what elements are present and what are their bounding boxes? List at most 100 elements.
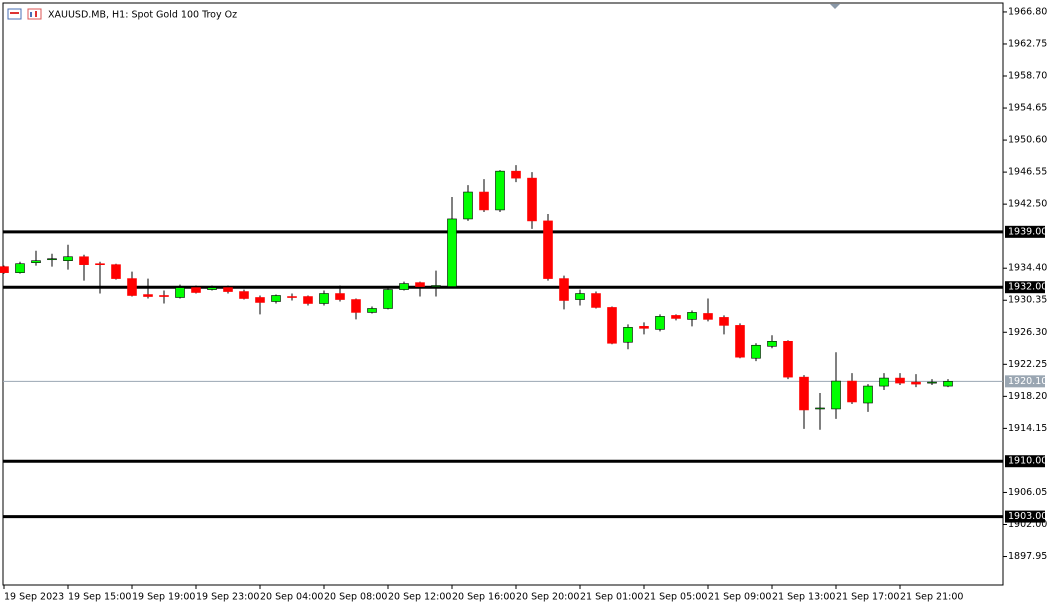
candle-body [655, 316, 665, 330]
y-tick-label: 1930.35 [1008, 295, 1047, 306]
x-tick-label: 19 Sep 2023 [4, 592, 64, 603]
candle-body [703, 313, 713, 320]
y-tick-label: 1962.75 [1008, 38, 1047, 49]
candle-body [687, 312, 697, 320]
candle-body [95, 263, 105, 266]
y-tick-label: 1906.05 [1008, 487, 1047, 498]
candle-body [671, 315, 681, 319]
x-tick-label: 21 Sep 21:00 [900, 592, 963, 603]
level-label: 1910.00 [1008, 456, 1047, 467]
candle-body [527, 177, 537, 222]
candle-body [623, 327, 633, 343]
candle-body [543, 220, 553, 279]
candle-body [591, 293, 601, 308]
y-tick-label: 1926.30 [1008, 327, 1047, 338]
y-tick-label: 1902.00 [1008, 519, 1047, 530]
candle-body [143, 294, 153, 297]
chart-title: XAUUSD.MB, H1: Spot Gold 100 Troy Oz [48, 10, 237, 21]
x-tick-label: 21 Sep 09:00 [708, 592, 771, 603]
y-tick-label: 1966.80 [1008, 6, 1047, 17]
candle-body [767, 341, 777, 347]
level-label-box [1005, 455, 1045, 468]
candle-body [271, 295, 281, 302]
candle-body [751, 344, 761, 359]
toolbar-icons [7, 8, 42, 20]
candle-body [383, 289, 393, 309]
candle-body [511, 170, 521, 179]
candle-body [79, 256, 89, 265]
candle-body [255, 297, 265, 303]
candle-body [847, 380, 857, 403]
candle-body [831, 380, 841, 410]
candle-body [47, 258, 57, 261]
candle-body [719, 317, 729, 326]
y-tick-label: 1958.70 [1008, 71, 1047, 82]
candle-body [463, 191, 473, 220]
candle-body [607, 307, 617, 344]
candle-body [0, 266, 9, 273]
icon [27, 8, 42, 20]
candle-body [815, 407, 825, 410]
candle-body [639, 326, 649, 329]
y-tick-label: 1897.95 [1008, 551, 1047, 562]
y-tick-label: 1914.15 [1008, 423, 1047, 434]
candle-body [431, 285, 441, 287]
candle-body [159, 295, 169, 297]
x-tick-label: 21 Sep 05:00 [644, 592, 707, 603]
candle-body [575, 293, 585, 300]
y-tick-label: 1918.20 [1008, 391, 1047, 402]
candle-body [447, 218, 457, 287]
candle-body [799, 376, 809, 411]
x-tick-label: 19 Sep 15:00 [68, 592, 131, 603]
x-tick-label: 19 Sep 19:00 [132, 592, 195, 603]
level-label-box [1005, 225, 1045, 238]
icon [30, 12, 32, 17]
candle-body [495, 170, 505, 211]
candle-body [191, 287, 201, 293]
candle-body [927, 381, 937, 384]
x-tick-label: 20 Sep 08:00 [324, 592, 387, 603]
candle-body [399, 283, 409, 290]
level-label-box [1005, 281, 1045, 294]
candle-body [943, 381, 953, 387]
candle-body [239, 291, 249, 299]
y-tick-label: 1946.55 [1008, 167, 1047, 178]
candle-body [223, 287, 233, 292]
candle-body [367, 308, 377, 313]
candle-body [911, 381, 921, 385]
x-tick-label: 20 Sep 04:00 [260, 592, 323, 603]
level-label: 1939.00 [1008, 226, 1047, 237]
current-price-box [1005, 375, 1045, 388]
candle-body [175, 287, 185, 298]
candle-body [207, 287, 217, 290]
x-tick-label: 21 Sep 01:00 [580, 592, 643, 603]
candle-body [415, 282, 425, 287]
x-tick-label: 20 Sep 20:00 [516, 592, 579, 603]
level-label-box [1005, 510, 1045, 523]
y-tick-label: 1934.40 [1008, 263, 1047, 274]
scroll-marker [830, 4, 840, 9]
x-tick-label: 21 Sep 13:00 [772, 592, 835, 603]
candle-body [479, 191, 489, 211]
plot-frame [2, 2, 1004, 586]
candle-body [111, 264, 121, 279]
candle-body [879, 377, 889, 387]
candle-body [559, 278, 569, 301]
candle-body [287, 296, 297, 298]
level-label: 1932.00 [1008, 282, 1047, 293]
candle-body [895, 377, 905, 384]
candle-body [303, 296, 313, 304]
candle-body [319, 293, 329, 304]
x-tick-label: 20 Sep 12:00 [388, 592, 451, 603]
current-price-label: 1920.10 [1008, 376, 1047, 387]
icon [10, 12, 19, 14]
candle-body [783, 341, 793, 378]
x-tick-label: 20 Sep 16:00 [452, 592, 515, 603]
candle-body [127, 278, 137, 296]
candle-body [15, 263, 25, 273]
candle-body [63, 256, 73, 261]
candle-body [31, 260, 41, 263]
candle-body [863, 385, 873, 404]
y-tick-label: 1954.65 [1008, 103, 1047, 114]
level-label: 1903.00 [1008, 511, 1047, 522]
